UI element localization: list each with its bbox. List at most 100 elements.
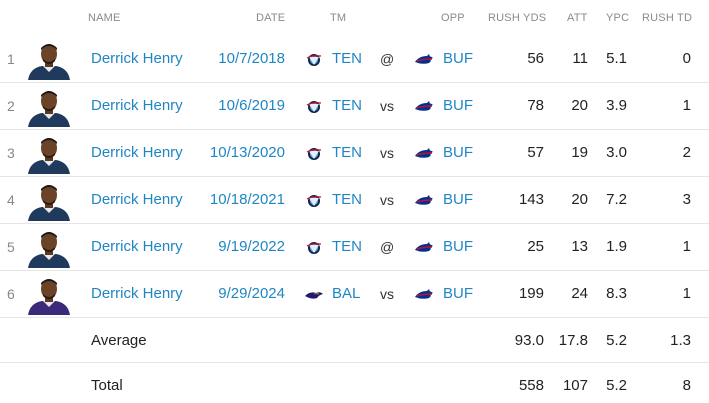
team-link[interactable]: TEN bbox=[332, 50, 362, 67]
ypc-value: 3.9 bbox=[606, 97, 627, 114]
player-headshot-avatar[interactable] bbox=[26, 87, 72, 127]
home-away-indicator: vs bbox=[380, 98, 394, 114]
ypc-value: 5.1 bbox=[606, 50, 627, 67]
team-link[interactable]: TEN bbox=[332, 191, 362, 208]
opponent-link[interactable]: BUF bbox=[443, 238, 473, 255]
att-value: 13 bbox=[571, 238, 588, 255]
home-away-indicator: @ bbox=[380, 239, 395, 255]
rush-td-value: 1 bbox=[682, 97, 691, 114]
total-att: 107 bbox=[562, 377, 588, 394]
opponent-link[interactable]: BUF bbox=[443, 50, 473, 67]
player-headshot-avatar[interactable] bbox=[26, 134, 72, 174]
rush-yds-value: 57 bbox=[527, 144, 544, 161]
game-date-link[interactable]: 10/13/2020 bbox=[209, 144, 285, 161]
game-date-link[interactable]: 9/19/2022 bbox=[218, 238, 285, 255]
average-rush-td: 1.3 bbox=[670, 332, 691, 349]
average-label: Average bbox=[91, 332, 147, 349]
game-date-link[interactable]: 10/7/2018 bbox=[218, 50, 285, 67]
player-headshot-avatar[interactable] bbox=[26, 275, 72, 315]
total-label: Total bbox=[91, 377, 123, 394]
rush-yds-value: 143 bbox=[518, 191, 544, 208]
rush-td-value: 0 bbox=[682, 50, 691, 67]
bills-logo-icon bbox=[414, 100, 434, 114]
ypc-value: 1.9 bbox=[606, 238, 627, 255]
titans-logo-icon bbox=[304, 147, 324, 161]
att-value: 11 bbox=[572, 50, 588, 67]
table-row[interactable]: 4 Derrick Henry 10/18/2021 TEN vs BUF 143 20 7.2… bbox=[0, 177, 709, 224]
titans-logo-icon bbox=[304, 241, 324, 255]
home-away-indicator: @ bbox=[380, 51, 395, 67]
player-headshot-avatar[interactable] bbox=[26, 40, 72, 80]
bills-logo-icon bbox=[414, 147, 434, 161]
home-away-indicator: vs bbox=[380, 286, 394, 302]
opponent-link[interactable]: BUF bbox=[443, 191, 473, 208]
rush-td-value: 1 bbox=[682, 238, 691, 255]
player-name-link[interactable]: Derrick Henry bbox=[91, 144, 183, 161]
row-rank: 3 bbox=[7, 145, 15, 161]
player-name-link[interactable]: Derrick Henry bbox=[91, 97, 183, 114]
team-link[interactable]: TEN bbox=[332, 97, 362, 114]
opponent-link[interactable]: BUF bbox=[443, 97, 473, 114]
table-row[interactable]: 1 Derrick Henry 10/7/2018 TEN @ BUF 56 11 5.1 0 bbox=[0, 36, 709, 83]
total-ypc: 5.2 bbox=[606, 377, 627, 394]
col-header-name[interactable]: NAME bbox=[88, 12, 121, 24]
col-header-att[interactable]: ATT bbox=[567, 12, 588, 24]
opponent-link[interactable]: BUF bbox=[443, 285, 473, 302]
att-value: 19 bbox=[571, 144, 588, 161]
average-ypc: 5.2 bbox=[606, 332, 627, 349]
titans-logo-icon bbox=[304, 194, 324, 208]
col-header-ypc[interactable]: YPC bbox=[606, 12, 630, 24]
rush-yds-value: 199 bbox=[518, 285, 544, 302]
ypc-value: 3.0 bbox=[606, 144, 627, 161]
game-date-link[interactable]: 10/18/2021 bbox=[209, 191, 285, 208]
bills-logo-icon bbox=[414, 194, 434, 208]
team-link[interactable]: TEN bbox=[332, 144, 362, 161]
team-link[interactable]: BAL bbox=[332, 285, 361, 302]
row-rank: 4 bbox=[7, 192, 15, 208]
average-att: 17.8 bbox=[558, 332, 588, 349]
home-away-indicator: vs bbox=[380, 192, 394, 208]
ypc-value: 8.3 bbox=[606, 285, 627, 302]
rush-yds-value: 25 bbox=[527, 238, 544, 255]
rush-td-value: 3 bbox=[682, 191, 691, 208]
player-name-link[interactable]: Derrick Henry bbox=[91, 50, 183, 67]
row-rank: 5 bbox=[7, 239, 15, 255]
col-header-tm[interactable]: TM bbox=[330, 12, 347, 24]
bills-logo-icon bbox=[414, 241, 434, 255]
opponent-link[interactable]: BUF bbox=[443, 144, 473, 161]
ravens-logo-icon bbox=[304, 288, 324, 302]
player-name-link[interactable]: Derrick Henry bbox=[91, 238, 183, 255]
rush-td-value: 1 bbox=[682, 285, 691, 302]
player-name-link[interactable]: Derrick Henry bbox=[91, 285, 183, 302]
table-row[interactable]: 6 Derrick Henry 9/29/2024 BAL vs BUF 199 24 8.3 1 bbox=[0, 271, 709, 318]
player-headshot-avatar[interactable] bbox=[26, 228, 72, 268]
rush-td-value: 2 bbox=[682, 144, 691, 161]
team-link[interactable]: TEN bbox=[332, 238, 362, 255]
att-value: 20 bbox=[571, 97, 588, 114]
total-rush-td: 8 bbox=[682, 377, 691, 394]
titans-logo-icon bbox=[304, 100, 324, 114]
average-rush-yds: 93.0 bbox=[514, 332, 544, 349]
att-value: 20 bbox=[571, 191, 588, 208]
total-row: Total 558 107 5.2 8 bbox=[0, 363, 709, 403]
table-header: NAME DATE TM OPP RUSH YDS ATT YPC RUSH T… bbox=[0, 0, 709, 34]
bills-logo-icon bbox=[414, 53, 434, 67]
table-row[interactable]: 5 Derrick Henry 9/19/2022 TEN @ BUF 25 13 1.9 1 bbox=[0, 224, 709, 271]
rush-yds-value: 56 bbox=[527, 50, 544, 67]
row-rank: 6 bbox=[7, 286, 15, 302]
row-rank: 2 bbox=[7, 98, 15, 114]
home-away-indicator: vs bbox=[380, 145, 394, 161]
player-headshot-avatar[interactable] bbox=[26, 181, 72, 221]
table-row[interactable]: 3 Derrick Henry 10/13/2020 TEN vs BUF 57 19 3.0 2 bbox=[0, 130, 709, 177]
col-header-rush-yds[interactable]: RUSH YDS bbox=[488, 12, 547, 24]
total-rush-yds: 558 bbox=[518, 377, 544, 394]
rush-yds-value: 78 bbox=[527, 97, 544, 114]
table-row[interactable]: 2 Derrick Henry 10/6/2019 TEN vs BUF 78 20 3.9 1 bbox=[0, 83, 709, 130]
col-header-rush-td[interactable]: RUSH TD bbox=[642, 12, 693, 24]
col-header-opp[interactable]: OPP bbox=[441, 12, 465, 24]
col-header-date[interactable]: DATE bbox=[256, 12, 286, 24]
game-date-link[interactable]: 10/6/2019 bbox=[218, 97, 285, 114]
ypc-value: 7.2 bbox=[606, 191, 627, 208]
player-name-link[interactable]: Derrick Henry bbox=[91, 191, 183, 208]
game-date-link[interactable]: 9/29/2024 bbox=[218, 285, 285, 302]
